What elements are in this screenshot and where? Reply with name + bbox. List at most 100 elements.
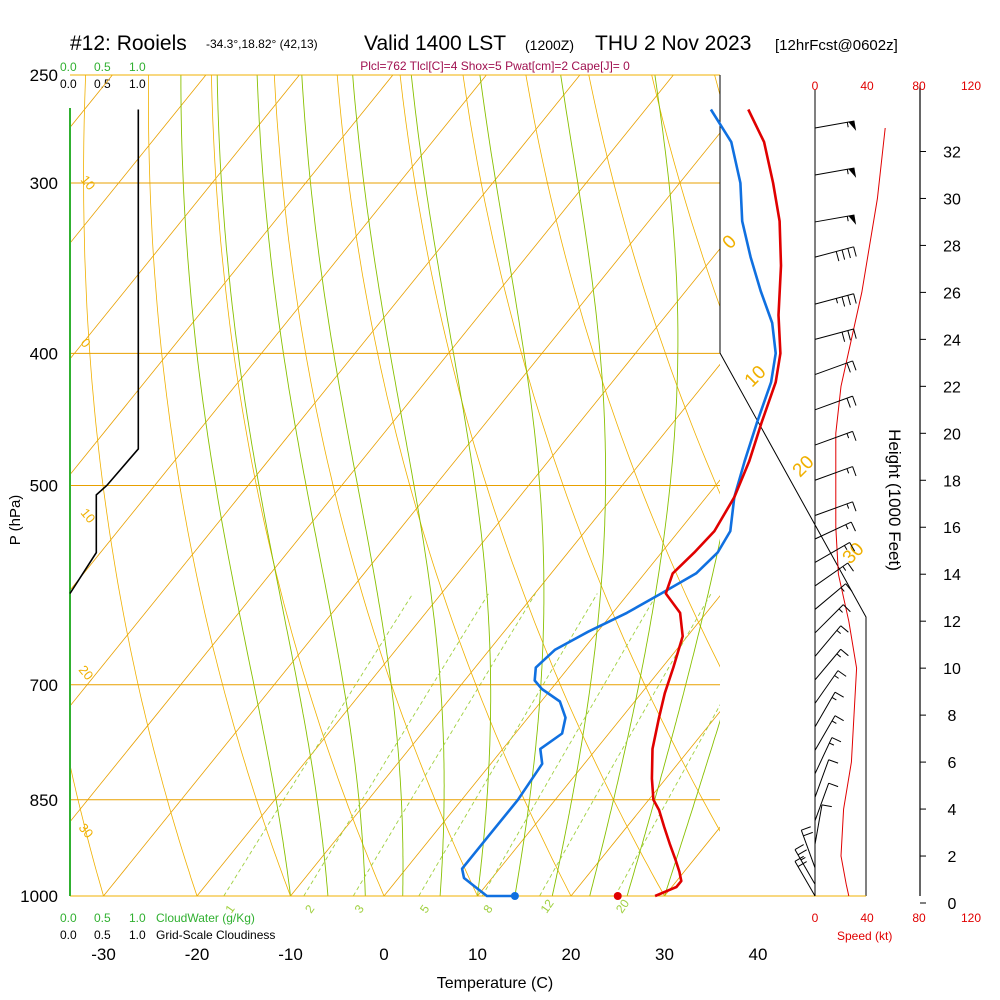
dry-adiabat-label: 10: [78, 172, 99, 193]
pressure-tick-label: 700: [30, 676, 58, 695]
wind-barb-full: [850, 521, 856, 532]
wind-barb-shaft: [814, 625, 842, 657]
speed-tick-label: 120: [961, 79, 981, 93]
moist-adiabat-line: [664, 719, 720, 896]
height-tick-label: 14: [943, 567, 961, 584]
pressure-tick-label: 500: [30, 477, 58, 496]
height-tick-label: 20: [943, 426, 961, 443]
wind-barb-full: [852, 466, 857, 477]
cloud-tick-label: 0.0: [60, 911, 77, 925]
wind-barb-full: [831, 737, 842, 743]
wind-barb-shaft: [814, 670, 839, 704]
wind-barb: [814, 670, 847, 704]
wind-barb-full: [847, 330, 851, 341]
wind-barb-full: [845, 583, 853, 592]
wind-barb-full: [852, 431, 857, 441]
dry-adiabat-label: 10: [78, 505, 99, 526]
wind-barb-full: [797, 849, 807, 856]
y-axis-title: P (hPa): [7, 495, 24, 546]
wind-barb-half: [834, 675, 839, 679]
wind-barb-full: [841, 296, 846, 307]
wind-barb-half: [846, 169, 849, 175]
dry-adiabat-line: [147, 75, 291, 896]
moist-adiabat-line: [180, 75, 291, 896]
wind-barb: [814, 246, 857, 262]
wind-barb: [814, 521, 856, 540]
wind-barb-shaft: [814, 783, 830, 821]
wind-barb-full: [847, 295, 851, 306]
wind-barb: [814, 583, 853, 610]
cloud-tick-label: 0.0: [60, 928, 77, 942]
wind-barb: [814, 542, 856, 563]
temp-tick-label: 0: [379, 945, 388, 964]
wind-barb: [814, 293, 857, 307]
wind-barb-full: [803, 831, 813, 837]
height-tick-label: 28: [943, 238, 961, 255]
wind-barb-shaft: [814, 501, 853, 516]
valid-date: THU 2 Nov 2023: [595, 32, 751, 55]
temperature-line: [650, 108, 783, 898]
wind-barb-shaft: [814, 542, 850, 563]
isotherm-line: [0, 75, 19, 896]
wind-barb-half: [846, 433, 850, 439]
dewpoint-line: [460, 108, 777, 898]
wind-barb: [814, 759, 839, 798]
dry-adiabat-line: [525, 75, 720, 668]
temp-tick-label: 30: [655, 945, 674, 964]
dry-adiabat-label: 30: [76, 820, 97, 841]
station-coords: -34.3°,18.82° (42,13): [206, 37, 318, 51]
wind-barb-shaft: [794, 849, 816, 885]
moist-adiabat-line: [410, 75, 492, 896]
wind-barb-full: [801, 826, 811, 831]
speed-tick-label: 0: [812, 911, 819, 925]
wind-barb-half: [846, 216, 849, 222]
wind-barb-shaft: [814, 521, 852, 540]
mixing-ratio-label: 8: [480, 902, 495, 916]
cloudiness-line: [69, 109, 140, 594]
cloud-tick-label: 1.0: [129, 77, 146, 91]
mixing-ratio-line: [614, 704, 720, 896]
wind-barb-shaft: [814, 328, 854, 340]
wind-barb-full: [847, 248, 851, 259]
wind-barb-half: [829, 742, 835, 746]
wind-barb-shaft: [814, 604, 844, 634]
speed-tick-label: 80: [912, 79, 926, 93]
wind-barb-half: [846, 468, 850, 474]
wind-barb-half: [836, 653, 842, 658]
wind-barb-full: [797, 861, 807, 867]
height-tick-label: 2: [948, 849, 957, 866]
wind-barb: [794, 844, 816, 885]
dry-adiabat-line: [336, 75, 572, 896]
wind-barb-shaft: [814, 583, 846, 610]
wind-barb-full: [834, 715, 844, 722]
wind-barb-full: [794, 855, 804, 862]
wind-barb-full: [828, 782, 839, 788]
height-tick-label: 24: [943, 332, 961, 349]
height-tick-label: 8: [948, 708, 957, 725]
temp-tick-label: -10: [278, 945, 303, 964]
wind-barb-shaft: [814, 120, 855, 129]
height-tick-label: 18: [943, 473, 961, 490]
pressure-tick-label: 300: [30, 174, 58, 193]
valid-zulu: (1200Z): [525, 37, 574, 53]
wind-barb-full: [834, 691, 844, 698]
wind-barb: [814, 737, 842, 775]
wind-barb-full: [852, 360, 857, 371]
wind-barb-full: [849, 542, 856, 552]
wind-barb-shaft: [814, 737, 833, 775]
wind-barb: [814, 214, 857, 225]
cloud-scale-bottom: 0.0 0.5 1.0 CloudWater (g/Kg) 0.0 0.5 1.…: [60, 911, 275, 942]
wind-barb-flag: [848, 121, 857, 131]
wind-barb-shaft: [814, 246, 854, 258]
wind-barb-half: [800, 857, 806, 861]
speed-tick-label: 80: [912, 911, 926, 925]
wind-barb-full: [853, 293, 857, 304]
temp-tick-label: 40: [749, 945, 768, 964]
speed-axis-title: Speed (kt): [837, 929, 892, 943]
wind-barb-full: [847, 562, 854, 572]
wind-barb-shaft: [814, 214, 855, 223]
wind-barb: [814, 120, 857, 131]
wind-barb-shaft: [814, 167, 855, 176]
